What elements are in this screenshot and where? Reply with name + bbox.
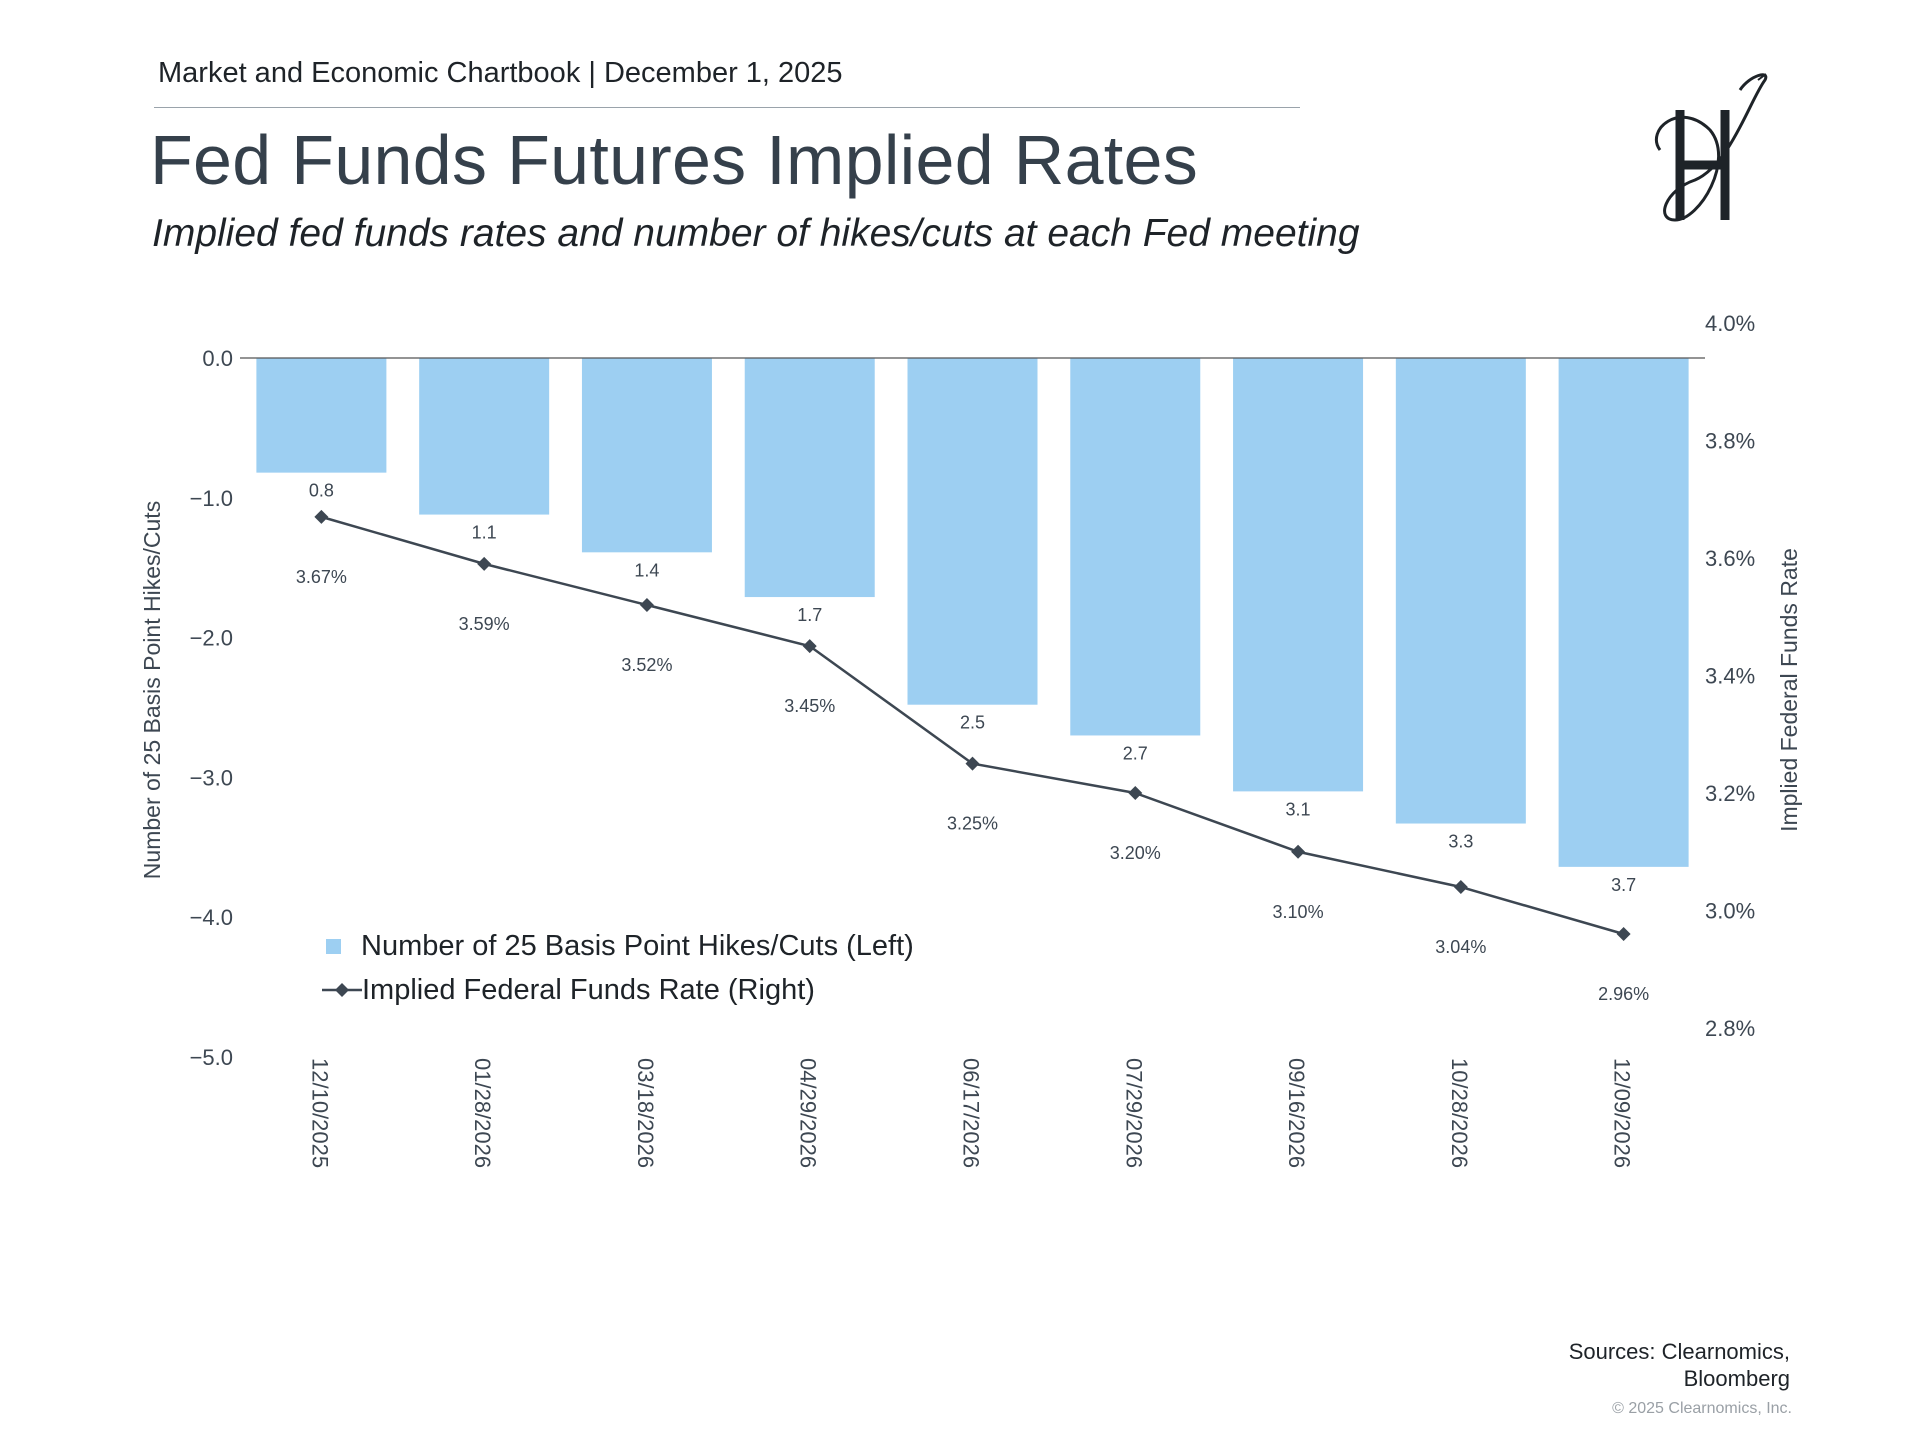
right-tick-label-1: 3.8% [1705, 429, 1755, 454]
page-subtitle: Implied fed funds rates and number of hi… [152, 212, 1360, 255]
legend-bar-swatch [326, 938, 341, 954]
rate-point-6 [1291, 844, 1306, 859]
rate-point-7 [1453, 880, 1468, 894]
sources-line-1: Sources: Clearnomics, [1568, 1339, 1790, 1364]
rate-data-label-4: 3.25% [947, 814, 998, 834]
bar-6 [1233, 358, 1364, 792]
bar-2 [581, 358, 712, 553]
bar-data-label-1: 1.1 [472, 523, 497, 543]
page-title: Fed Funds Futures Implied Rates [150, 121, 1199, 199]
bar-data-label-3: 1.7 [797, 605, 822, 625]
rate-point-5 [1128, 786, 1143, 800]
legend-item-bars: Number of 25 Basis Point Hikes/Cuts (Lef… [322, 924, 914, 968]
left-tick-label-5: −5.0 [190, 1045, 233, 1070]
bar-4 [907, 358, 1038, 705]
bar-8 [1558, 358, 1689, 867]
sources-note: Sources: Clearnomics, Bloomberg [1569, 1338, 1790, 1392]
x-tick-label-8: 12/09/2026 [1610, 1058, 1635, 1168]
right-tick-label-6: 2.8% [1705, 1016, 1755, 1041]
bar-data-label-0: 0.8 [309, 481, 334, 501]
rate-data-label-1: 3.59% [459, 614, 510, 634]
rate-data-label-0: 3.67% [296, 567, 347, 587]
legend-line-icon [322, 983, 362, 997]
x-tick-label-5: 07/29/2026 [1121, 1058, 1146, 1168]
chart-legend: Number of 25 Basis Point Hikes/Cuts (Lef… [322, 924, 914, 1012]
right-tick-label-2: 3.6% [1705, 546, 1755, 571]
left-tick-label-2: −2.0 [190, 626, 233, 651]
bar-0 [256, 358, 387, 473]
bar-1 [419, 358, 550, 515]
legend-item-line: Implied Federal Funds Rate (Right) [322, 968, 914, 1012]
right-axis-title: Implied Federal Funds Rate [1776, 548, 1802, 832]
left-tick-label-4: −4.0 [190, 905, 233, 930]
bar-data-label-6: 3.1 [1286, 799, 1311, 819]
bar-data-label-5: 2.7 [1123, 743, 1148, 763]
bar-5 [1070, 358, 1201, 736]
x-tick-label-7: 10/28/2026 [1447, 1058, 1472, 1168]
left-tick-label-1: −1.0 [190, 486, 233, 511]
rate-point-3 [802, 639, 817, 654]
left-tick-label-0: 0.0 [202, 346, 233, 371]
x-tick-label-3: 04/29/2026 [796, 1058, 821, 1168]
left-axis-title: Number of 25 Basis Point Hikes/Cuts [139, 501, 165, 879]
legend-line-label: Implied Federal Funds Rate (Right) [362, 973, 815, 1006]
bar-data-label-7: 3.3 [1448, 832, 1473, 852]
rate-point-8 [1616, 927, 1631, 941]
rate-data-label-2: 3.52% [621, 655, 672, 675]
legend-bars-label: Number of 25 Basis Point Hikes/Cuts (Lef… [361, 929, 914, 962]
x-tick-label-2: 03/18/2026 [633, 1058, 658, 1168]
rate-point-2 [639, 598, 654, 612]
rate-data-label-6: 3.10% [1273, 902, 1324, 922]
bar-3 [744, 358, 875, 598]
right-tick-label-3: 3.4% [1705, 664, 1755, 689]
rate-data-label-7: 3.04% [1435, 937, 1486, 957]
bar-data-label-8: 3.7 [1611, 875, 1636, 895]
right-tick-label-5: 3.0% [1705, 899, 1755, 924]
x-tick-label-6: 09/16/2026 [1284, 1058, 1309, 1168]
bar-data-label-4: 2.5 [960, 713, 985, 733]
bar-7 [1395, 358, 1526, 824]
header-divider [154, 107, 1300, 108]
sources-line-2: Bloomberg [1683, 1366, 1790, 1391]
company-logo-icon [1654, 73, 1768, 222]
x-tick-label-4: 06/17/2026 [959, 1058, 984, 1168]
copyright-note: © 2025 Clearnomics, Inc. [1612, 1400, 1792, 1417]
x-tick-label-1: 01/28/2026 [470, 1058, 495, 1168]
rate-point-0 [314, 509, 329, 524]
right-tick-label-0: 4.0% [1705, 311, 1755, 336]
x-tick-label-0: 12/10/2025 [307, 1058, 332, 1168]
rate-point-1 [477, 556, 492, 571]
rate-data-label-5: 3.20% [1110, 843, 1161, 863]
bar-data-label-2: 1.4 [634, 560, 659, 580]
right-tick-label-4: 3.2% [1705, 781, 1755, 806]
chartbook-header: Market and Economic Chartbook | December… [158, 57, 843, 89]
left-tick-label-3: −3.0 [190, 765, 233, 790]
rate-data-label-3: 3.45% [784, 696, 835, 716]
rate-point-4 [965, 756, 980, 771]
rate-data-label-8: 2.96% [1598, 984, 1649, 1004]
